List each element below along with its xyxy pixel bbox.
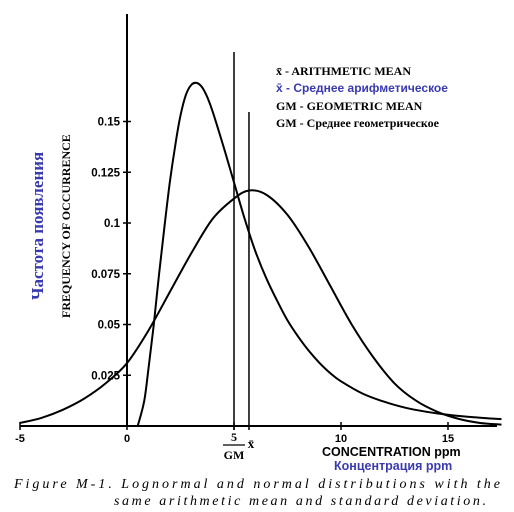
legend-line-1: x̄ - ARITHMETIC MEAN [276, 64, 411, 78]
lognormal-curve [136, 81, 502, 427]
x-axis-label: CONCENTRATION ppm [322, 445, 461, 459]
x-axis-label-ru: Концентрация ppm [334, 459, 452, 473]
legend-line-4: GM - Среднее геометрическое [276, 116, 440, 130]
gm-tick-label: 5 [231, 430, 237, 444]
x-tick-label-4: 15 [442, 433, 454, 445]
legend-line-3: GM - GEOMETRIC MEAN [276, 99, 423, 113]
y-tick-label-0: 0.025 [91, 370, 120, 382]
caption-line-2: same arithmetic mean and standard deviat… [114, 494, 486, 509]
y-tick-label-4: 0.125 [91, 167, 120, 179]
y-axis-label: FREQUENCY OF OCCURRENCE [59, 134, 73, 318]
caption-line-1: Figure M-1. Lognormal and normal distrib… [13, 477, 500, 492]
y-tick-label-1: 0.05 [98, 320, 121, 332]
normal-curve [19, 189, 502, 426]
legend-line-2: x̄ - Среднее арифметическое [276, 81, 448, 95]
mean-label: x̄ [248, 436, 255, 451]
tick-group: -5 0 10 15 0.025 0.05 0.075 0.1 0.125 0.15 [15, 117, 454, 446]
marker-group: 5 GMx̄ [223, 52, 255, 462]
x-tick-label-3: 10 [335, 433, 347, 445]
x-tick-label-0: -5 [15, 433, 25, 445]
y-tick-label-2: 0.075 [91, 269, 120, 281]
y-tick-label-5: 0.15 [98, 117, 121, 129]
x-tick-label-1: 0 [124, 433, 130, 445]
legend: x̄ - ARITHMETIC MEAN x̄ - Среднее арифме… [276, 64, 448, 130]
chart-axes [20, 14, 497, 427]
y-tick-label-3: 0.1 [104, 218, 121, 230]
y-axis-label-ru: Частота появления [28, 152, 47, 300]
curve-group [19, 81, 502, 427]
gm-label: GM [224, 448, 245, 462]
